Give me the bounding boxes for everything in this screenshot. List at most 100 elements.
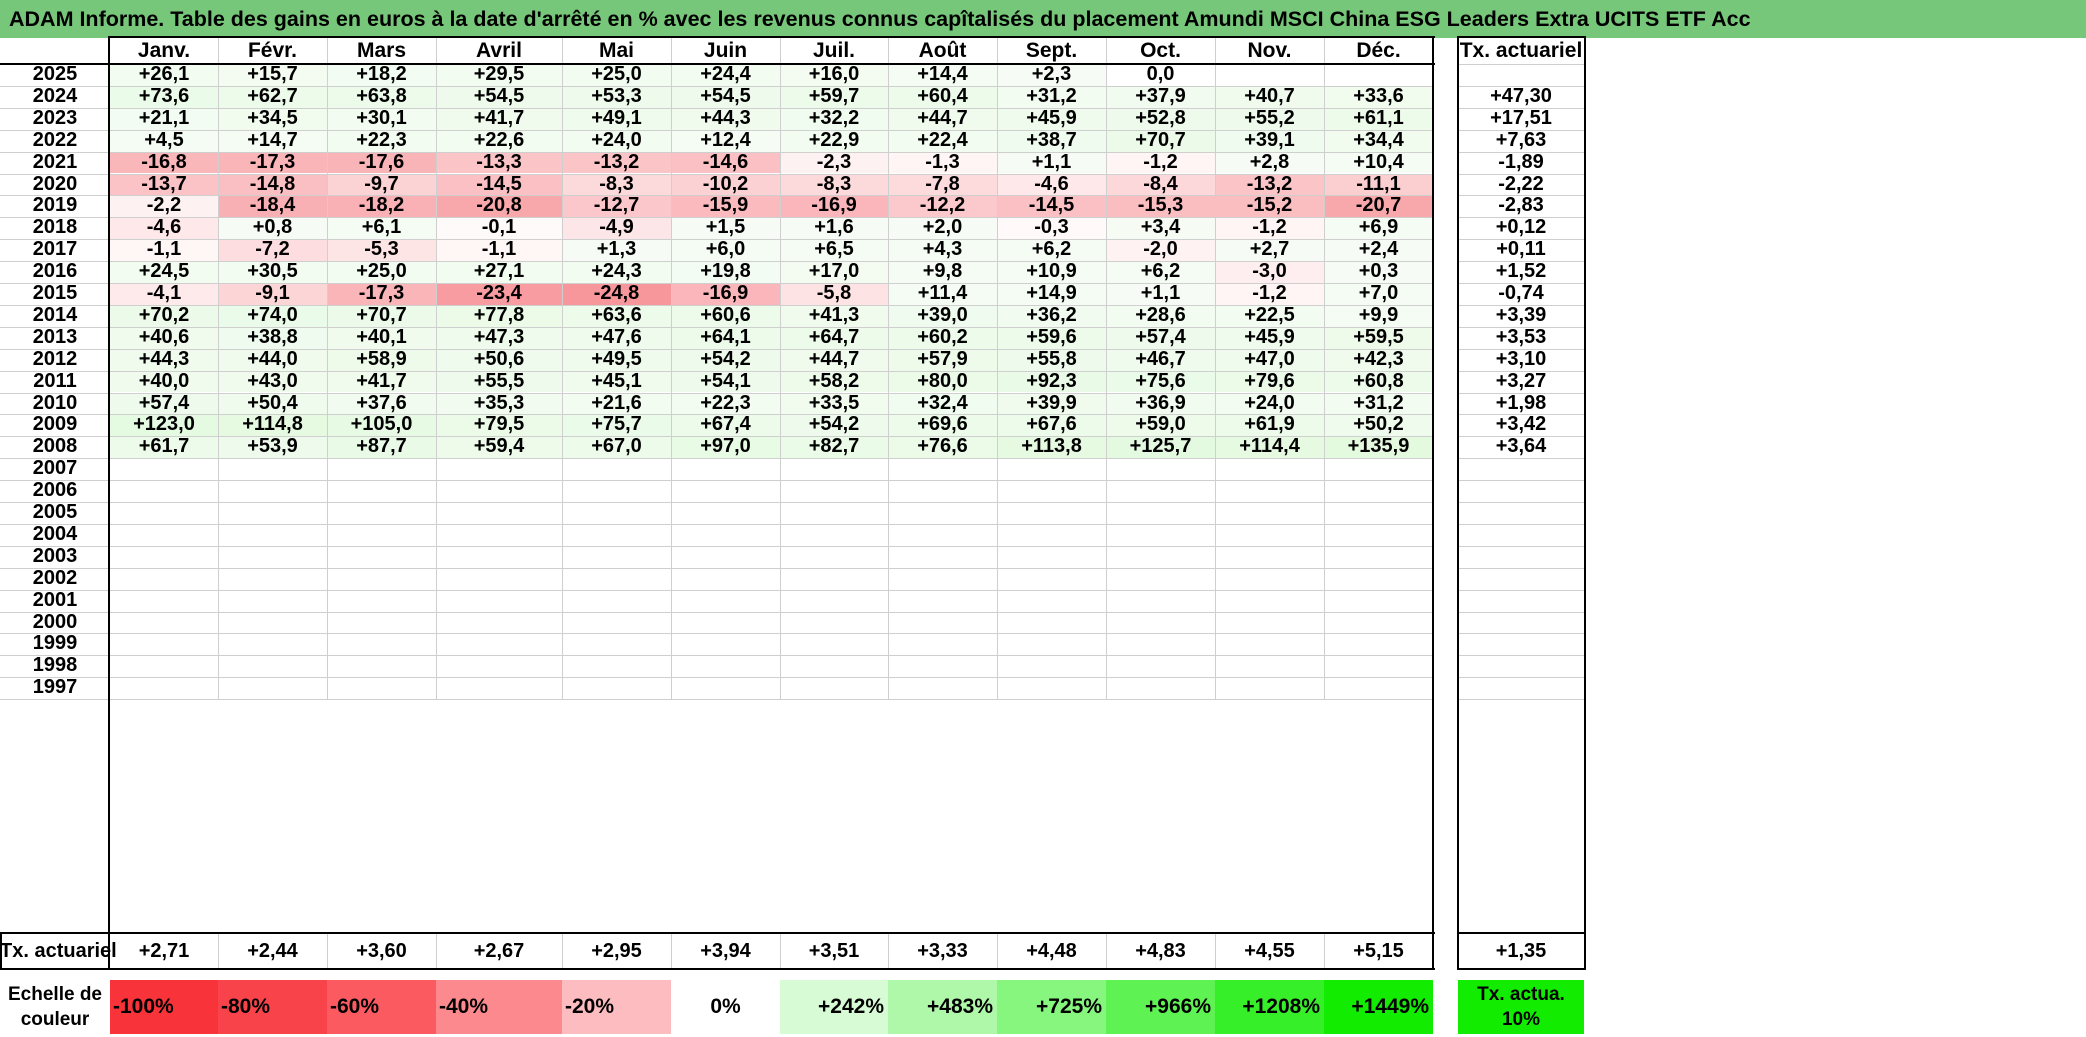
table-cell: +75,6 [1106, 370, 1215, 393]
table-cell [997, 546, 1106, 568]
table-cell [1324, 480, 1433, 502]
table-cell: +37,6 [327, 392, 436, 415]
table-cell: -9,7 [327, 173, 436, 196]
table-cell [1106, 655, 1215, 677]
row-divider [1458, 327, 1584, 328]
table-cell: +6,9 [1324, 216, 1433, 240]
scale-swatch: +966% [1106, 980, 1215, 1034]
table-cell: +55,5 [436, 370, 562, 393]
table-cell: -2,0 [1106, 238, 1215, 262]
table-cell: +58,9 [327, 348, 436, 371]
row-divider [0, 568, 1433, 569]
table-cell: -24,8 [562, 282, 671, 305]
table-cell [327, 480, 436, 502]
table-cell: +24,5 [110, 260, 218, 283]
table-cell [1106, 677, 1215, 699]
row-divider [1458, 283, 1584, 284]
year-label: 2023 [32, 106, 78, 129]
table-cell: +113,8 [997, 435, 1106, 459]
table-border [1457, 36, 1586, 38]
annual-cell: +3,64 [1495, 435, 1547, 458]
table-cell: -9,1 [218, 282, 327, 305]
table-cell [671, 568, 780, 590]
row-divider [0, 590, 1433, 591]
table-cell: +61,1 [1324, 107, 1433, 130]
table-cell: -12,7 [562, 194, 671, 218]
row-divider [0, 414, 1433, 415]
table-cell: +54,5 [671, 85, 780, 108]
footer-label: Tx. actuariel [0, 940, 117, 962]
scale-swatch: -40% [436, 980, 562, 1034]
table-cell [888, 568, 997, 590]
table-cell: -23,4 [436, 282, 562, 305]
row-divider [0, 524, 1433, 525]
year-label: 2010 [32, 391, 78, 414]
table-cell [780, 502, 888, 524]
table-cell [1106, 633, 1215, 655]
row-divider [0, 349, 1433, 350]
table-cell [1215, 546, 1324, 568]
row-divider [1458, 633, 1584, 634]
year-label: 2022 [32, 128, 78, 151]
table-cell: +75,7 [562, 413, 671, 437]
table-cell [327, 677, 436, 699]
table-cell: +40,1 [327, 326, 436, 349]
table-cell [1215, 64, 1324, 86]
year-label: 2001 [32, 588, 78, 611]
table-cell: +92,3 [997, 370, 1106, 393]
table-cell [997, 480, 1106, 502]
table-cell: +37,9 [1106, 85, 1215, 108]
table-cell: +12,4 [671, 129, 780, 152]
table-cell [218, 480, 327, 502]
table-cell: +44,7 [780, 348, 888, 371]
year-label: 1998 [32, 654, 78, 677]
table-cell [671, 502, 780, 524]
table-cell: -8,4 [1106, 173, 1215, 196]
table-cell [218, 458, 327, 480]
annual-cell: +3,39 [1495, 303, 1547, 326]
footer-cell: +3,60 [356, 940, 407, 962]
row-divider [1458, 677, 1584, 678]
table-cell [562, 524, 671, 546]
column-divider [780, 38, 781, 700]
scale-swatch: +1449% [1324, 980, 1433, 1034]
table-cell [1215, 677, 1324, 699]
month-header: Juin [703, 39, 748, 62]
table-border [0, 932, 1435, 934]
table-cell: +59,5 [1324, 326, 1433, 349]
row-divider [1458, 217, 1584, 218]
month-header: Mai [598, 39, 634, 62]
table-cell: +135,9 [1324, 435, 1433, 459]
column-divider [436, 934, 437, 968]
year-label: 2019 [32, 194, 78, 217]
table-cell: -15,2 [1215, 194, 1324, 218]
scale-swatch: -60% [327, 980, 436, 1034]
table-cell: +34,5 [218, 107, 327, 130]
table-cell: +58,2 [780, 370, 888, 393]
table-cell [436, 612, 562, 634]
row-divider [0, 130, 1433, 131]
row-divider [1458, 655, 1584, 656]
annual-cell: +3,27 [1495, 369, 1547, 392]
annual-cell [1458, 546, 1584, 568]
table-cell [1215, 568, 1324, 590]
table-cell: +114,8 [218, 413, 327, 437]
table-cell [1324, 524, 1433, 546]
table-cell: +27,1 [436, 260, 562, 283]
table-cell: +43,0 [218, 370, 327, 393]
annual-cell [1458, 677, 1584, 699]
table-cell: +40,7 [1215, 85, 1324, 108]
table-cell: +32,2 [780, 107, 888, 130]
table-cell [110, 655, 218, 677]
table-cell: +36,2 [997, 304, 1106, 327]
table-cell: +39,1 [1215, 129, 1324, 152]
table-cell: +80,0 [888, 370, 997, 393]
table-cell: -14,5 [997, 194, 1106, 218]
footer-cell: +2,71 [138, 940, 190, 962]
table-cell: -0,3 [997, 216, 1106, 240]
table-cell: +42,3 [1324, 348, 1433, 371]
year-label: 2009 [32, 413, 78, 436]
table-cell: +59,6 [997, 326, 1106, 349]
column-divider [1324, 934, 1325, 968]
annual-cell [1458, 502, 1584, 524]
